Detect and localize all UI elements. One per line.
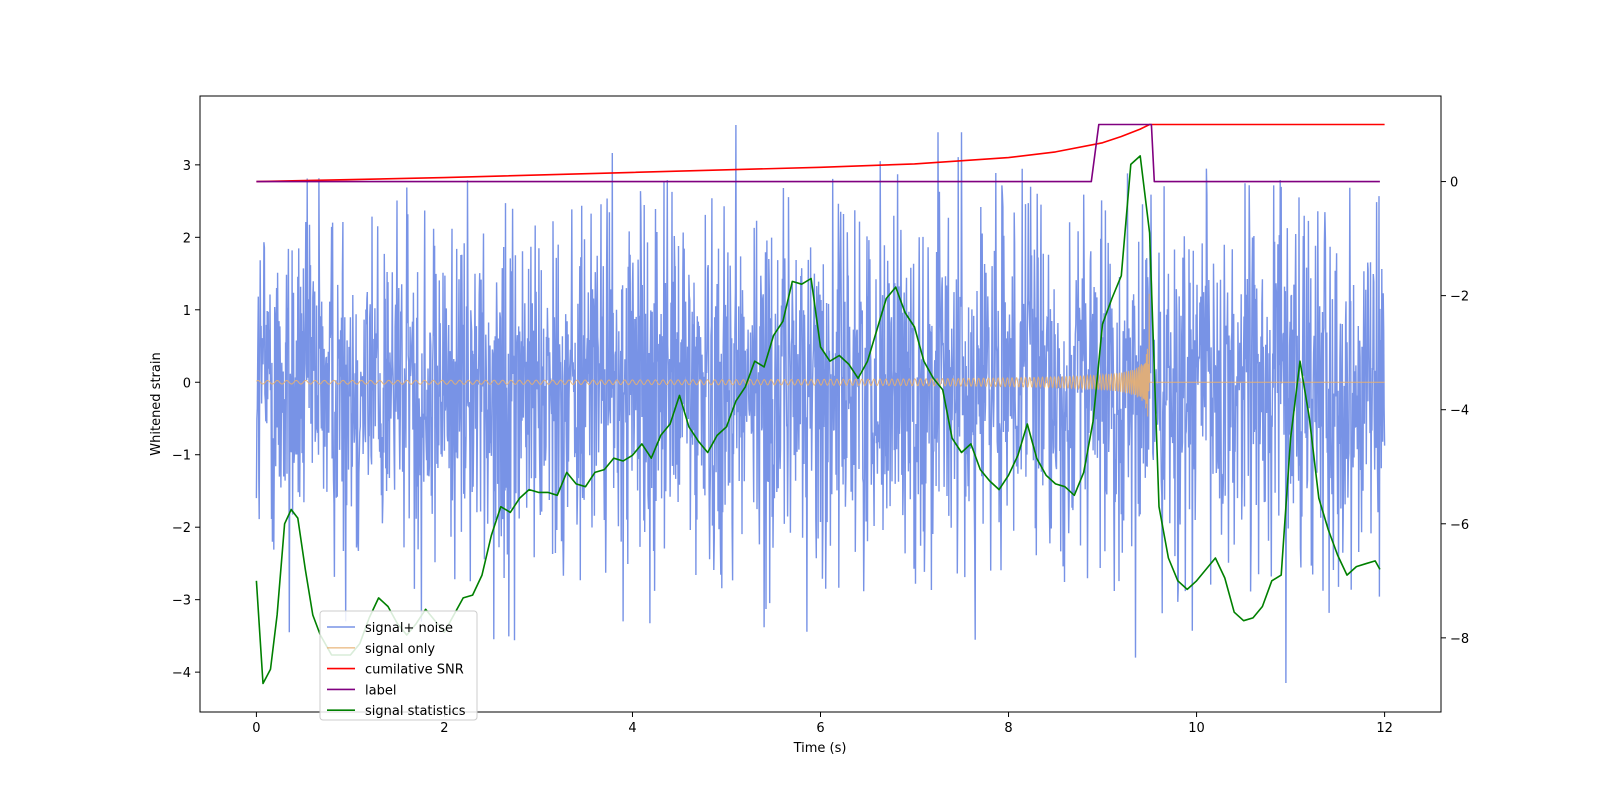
y2-tick-label: −6: [1450, 518, 1469, 533]
x-tick-label: 12: [1376, 721, 1393, 736]
series-signal-only: [256, 293, 1385, 417]
series-signal-noise: [255, 124, 1386, 684]
legend-box: [319, 610, 478, 721]
y-tick-label: −1: [172, 449, 191, 464]
y-tick-label: −2: [172, 521, 191, 536]
legend-label: signal statistics: [365, 704, 466, 719]
legend-label: signal+ noise: [365, 621, 453, 636]
x-axis-label: Time (s): [793, 741, 847, 756]
y2-tick-label: −8: [1450, 632, 1469, 647]
y-tick-label: −3: [172, 594, 191, 609]
y2-tick-label: −2: [1450, 290, 1469, 305]
legend-label: cumilative SNR: [365, 663, 464, 678]
x-tick-label: 4: [628, 721, 636, 736]
x-tick-label: 10: [1188, 721, 1205, 736]
x-tick-label: 8: [1004, 721, 1012, 736]
y-tick-label: 3: [183, 159, 191, 174]
y-axis: −4 −3 −2 −1 0 1 2 3: [172, 159, 200, 681]
y-tick-label: 0: [183, 376, 191, 391]
legend: signal+ noise signal only cumilative SNR la…: [319, 610, 478, 721]
y-axis-label: Whitened strain: [149, 352, 164, 455]
y2-axis: −8 −6 −4 −2 0: [1441, 176, 1469, 647]
legend-label: signal only: [365, 642, 435, 657]
series-cumulative-snr: [256, 123, 1385, 183]
series-layer: [255, 123, 1386, 685]
y2-tick-label: −4: [1450, 404, 1469, 419]
y-tick-label: −4: [172, 666, 191, 681]
x-tick-label: 2: [440, 721, 448, 736]
x-tick-label: 6: [816, 721, 824, 736]
legend-label: label: [365, 683, 396, 698]
y-tick-label: 1: [183, 304, 191, 319]
x-tick-label: 0: [252, 721, 260, 736]
series-label: [256, 123, 1380, 183]
y-tick-label: 2: [183, 231, 191, 246]
y2-tick-label: 0: [1450, 176, 1458, 191]
